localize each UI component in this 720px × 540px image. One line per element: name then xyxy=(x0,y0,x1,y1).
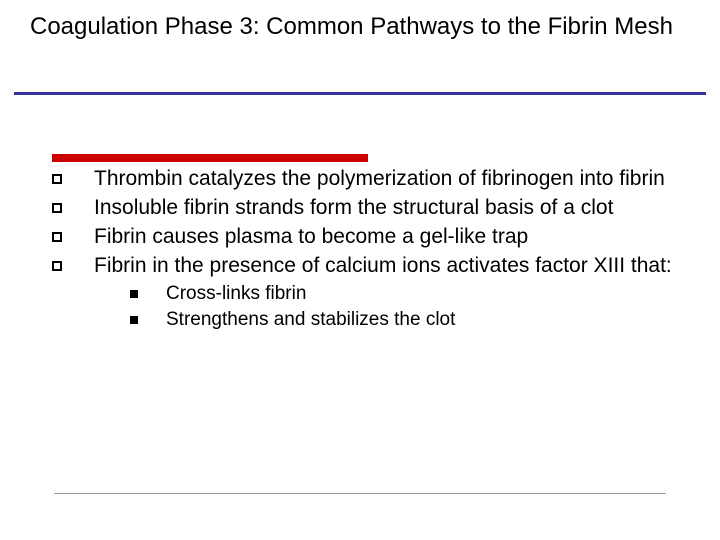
list-item-text: Thrombin catalyzes the polymerization of… xyxy=(94,167,665,190)
accent-bar xyxy=(52,154,368,162)
list-item: Fibrin causes plasma to become a gel-lik… xyxy=(52,224,680,251)
list-item-text: Insoluble fibrin strands form the struct… xyxy=(94,196,613,219)
slide-title: Coagulation Phase 3: Common Pathways to … xyxy=(30,12,690,42)
bullet-list: Thrombin catalyzes the polymerization of… xyxy=(52,166,680,333)
square-bullet-icon xyxy=(52,232,62,242)
slide-body: Thrombin catalyzes the polymerization of… xyxy=(52,166,680,335)
list-item-text: Fibrin causes plasma to become a gel-lik… xyxy=(94,225,528,248)
list-item: Cross-links fibrin xyxy=(130,282,680,307)
list-item-text: Strengthens and stabilizes the clot xyxy=(166,309,455,330)
slide: Coagulation Phase 3: Common Pathways to … xyxy=(0,0,720,540)
list-item: Thrombin catalyzes the polymerization of… xyxy=(52,166,680,193)
footer-divider xyxy=(54,493,666,494)
filled-square-bullet-icon xyxy=(130,290,138,298)
title-underline xyxy=(14,92,706,95)
sub-bullet-list: Cross-links fibrin Strengthens and stabi… xyxy=(94,282,680,333)
square-bullet-icon xyxy=(52,203,62,213)
list-item: Strengthens and stabilizes the clot xyxy=(130,308,680,333)
list-item: Fibrin in the presence of calcium ions a… xyxy=(52,253,680,333)
list-item: Insoluble fibrin strands form the struct… xyxy=(52,195,680,222)
square-bullet-icon xyxy=(52,261,62,271)
filled-square-bullet-icon xyxy=(130,316,138,324)
list-item-text: Cross-links fibrin xyxy=(166,283,306,304)
list-item-text: Fibrin in the presence of calcium ions a… xyxy=(94,254,672,277)
square-bullet-icon xyxy=(52,174,62,184)
